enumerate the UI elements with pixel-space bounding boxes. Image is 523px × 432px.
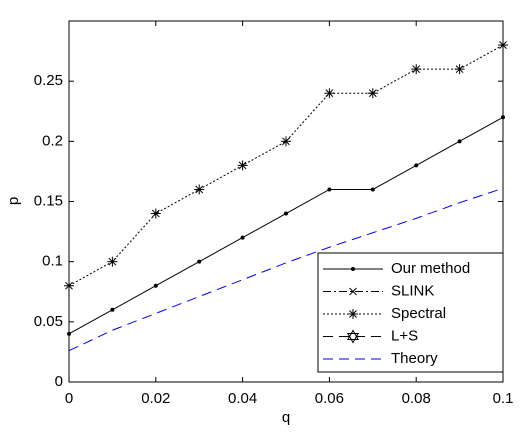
marker-stroke [108, 257, 117, 266]
marker-stroke [325, 89, 334, 98]
marker [498, 40, 508, 51]
y-tick-label: 0.25 [34, 72, 63, 89]
marker [150, 208, 161, 219]
legend-label: L+S [391, 327, 418, 344]
marker-dot [351, 267, 355, 271]
series-line [68, 44, 504, 287]
marker [237, 160, 248, 171]
legend-marker [348, 309, 358, 319]
x-tick-label: 0.06 [315, 390, 344, 407]
legend-label: Our method [391, 260, 470, 277]
marker [411, 64, 422, 75]
y-tick-label: 0.15 [34, 192, 63, 209]
marker-stroke [499, 41, 507, 49]
legend-marker [349, 287, 357, 296]
x-axis-label: q [282, 409, 290, 426]
marker-dot [67, 331, 71, 336]
x-tick-label: 0.1 [493, 390, 514, 407]
legend-box [317, 252, 504, 373]
marker [367, 88, 378, 99]
y-tick-label: 0.2 [42, 132, 63, 149]
x-tick-label: 0.08 [402, 390, 431, 407]
marker-stroke [195, 185, 204, 194]
legend-label: Theory [391, 350, 438, 367]
marker-dot [457, 139, 462, 144]
marker-stroke [455, 65, 464, 74]
marker [194, 184, 205, 195]
legend-label: Spectral [391, 305, 446, 322]
marker [197, 259, 202, 264]
marker [327, 187, 332, 192]
marker-stroke [282, 137, 290, 146]
marker-dot [197, 259, 202, 264]
marker [454, 64, 465, 75]
marker-dot [327, 187, 332, 192]
marker [501, 115, 505, 120]
marker-dot [284, 211, 288, 216]
marker-stroke [368, 89, 377, 98]
y-tick-label: 0.05 [34, 313, 63, 330]
marker [457, 139, 462, 144]
marker [107, 256, 118, 267]
marker-dot [370, 187, 375, 192]
marker [110, 307, 115, 312]
x-tick-label: 0.04 [228, 390, 257, 407]
legend: Our method SLINK Spectral L+S Theory [317, 252, 504, 373]
marker-stroke [349, 310, 357, 318]
marker [64, 280, 74, 291]
marker-stroke [151, 209, 160, 218]
y-axis-label: p [5, 197, 22, 205]
marker [284, 211, 288, 216]
marker [414, 163, 419, 168]
marker-dot [110, 307, 115, 312]
marker [281, 136, 291, 147]
x-tick-label: 0.02 [141, 390, 170, 407]
marker-dot [501, 115, 505, 120]
y-tick-label: 0 [55, 373, 63, 390]
marker-stroke [412, 65, 421, 74]
marker [153, 283, 158, 288]
marker [370, 187, 375, 192]
marker-stroke [349, 287, 357, 296]
marker-stroke [65, 281, 73, 290]
legend-marker [351, 267, 355, 271]
marker-dot [414, 163, 419, 168]
marker [67, 331, 71, 336]
marker-dot [240, 235, 245, 240]
legend-marker [346, 329, 360, 344]
marker-tri [346, 333, 360, 344]
marker-dot [153, 283, 158, 288]
marker [240, 235, 245, 240]
marker-stroke [238, 161, 247, 170]
marker [324, 88, 335, 99]
series-line [68, 187, 504, 352]
y-tick-label: 0.1 [42, 253, 63, 270]
legend-label: SLINK [391, 282, 434, 299]
x-tick-label: 0 [65, 390, 73, 407]
